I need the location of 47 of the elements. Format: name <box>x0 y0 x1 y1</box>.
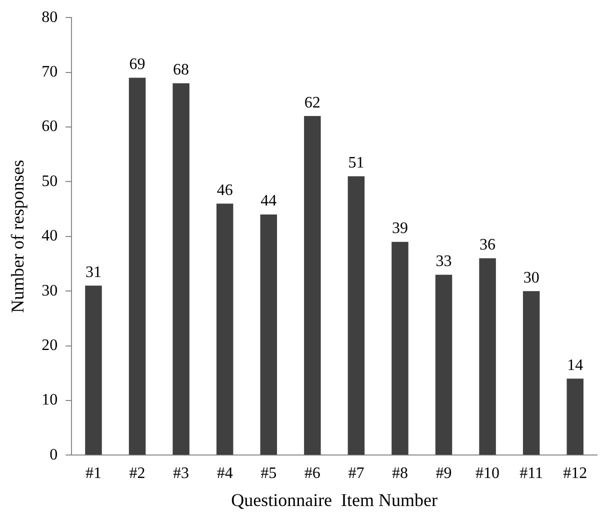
x-tick-label: #3 <box>173 465 190 482</box>
bar <box>216 204 234 455</box>
y-tick-label: 20 <box>42 337 58 354</box>
x-tick-label: #7 <box>348 465 364 482</box>
x-tick-label: #9 <box>436 465 452 482</box>
bar <box>172 83 190 455</box>
x-tick-label: #11 <box>520 465 544 482</box>
bar <box>260 214 277 455</box>
x-tick-label: #1 <box>85 465 102 482</box>
data-label: 36 <box>480 236 496 254</box>
data-label: 31 <box>85 264 102 281</box>
y-tick-label: 80 <box>42 8 58 26</box>
bar <box>479 258 496 455</box>
x-axis-title: Questionnaire Item Number <box>231 490 438 510</box>
x-tick-label: #12 <box>563 465 588 482</box>
bar <box>128 78 146 455</box>
y-tick-label: 10 <box>42 392 58 409</box>
bar <box>392 242 408 455</box>
x-tick-label: #5 <box>260 465 277 482</box>
y-tick-label: 30 <box>42 282 58 300</box>
bar <box>522 291 540 455</box>
x-tick-label: #4 <box>216 465 233 482</box>
bar <box>566 378 584 455</box>
y-tick-label: 0 <box>50 446 58 464</box>
x-tick-label: #6 <box>304 465 320 482</box>
x-tick-label: #10 <box>476 465 500 482</box>
data-label: 68 <box>173 61 190 78</box>
data-label: 30 <box>523 269 540 286</box>
data-label: 14 <box>567 356 584 374</box>
bar <box>348 176 365 455</box>
data-label: 62 <box>304 94 320 112</box>
x-tick-label: #2 <box>129 465 146 482</box>
data-label: 69 <box>129 56 146 73</box>
bar <box>304 116 321 455</box>
y-tick-label: 40 <box>42 228 58 245</box>
data-label: 51 <box>348 154 364 172</box>
bar <box>435 274 452 455</box>
bar <box>85 286 102 455</box>
data-label: 46 <box>216 182 233 199</box>
y-axis-title: Number of responses <box>8 160 28 313</box>
data-label: 44 <box>260 192 277 210</box>
y-tick-label: 50 <box>42 172 58 190</box>
x-tick-label: #8 <box>392 465 408 482</box>
data-label: 33 <box>436 252 452 270</box>
y-tick-label: 70 <box>42 64 58 81</box>
y-tick-label: 60 <box>42 118 58 136</box>
data-label: 39 <box>392 220 408 238</box>
